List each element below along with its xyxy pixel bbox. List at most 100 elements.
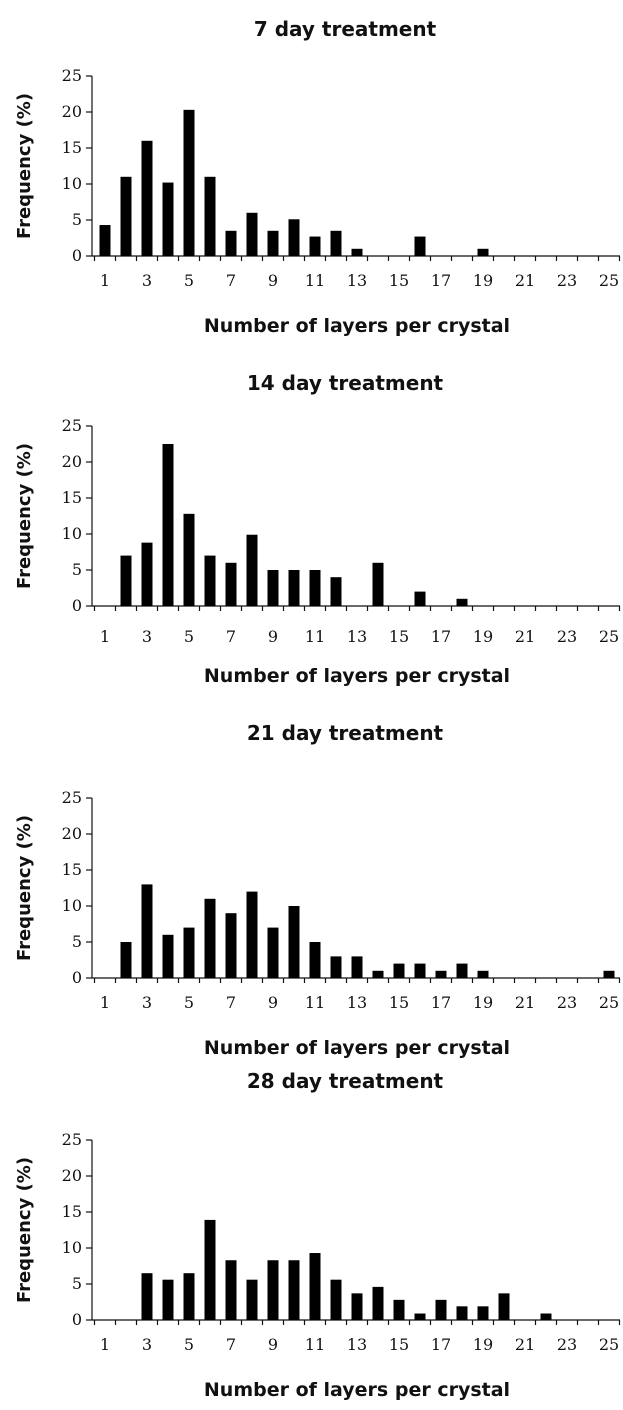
- bar-10: [288, 1260, 300, 1320]
- x-tick-label: 13: [347, 271, 367, 290]
- x-tick-label: 23: [557, 271, 577, 290]
- y-tick-label: 15: [62, 860, 82, 879]
- x-tick-label: 15: [389, 1335, 409, 1354]
- bar-8: [246, 1279, 258, 1320]
- x-tick-label: 9: [268, 1335, 278, 1354]
- x-tick-label: 7: [226, 1335, 236, 1354]
- bar-1: [99, 225, 111, 256]
- bar-5: [183, 927, 195, 978]
- y-tick-label: 10: [62, 524, 82, 543]
- bar-4: [162, 444, 174, 606]
- x-tick-label: 17: [431, 1335, 451, 1354]
- bar-18: [456, 598, 468, 606]
- bar-7: [225, 230, 237, 256]
- bar-13: [351, 956, 363, 978]
- y-tick-label: 0: [72, 968, 82, 987]
- x-tick-label: 19: [473, 1335, 493, 1354]
- x-tick-label: 15: [389, 271, 409, 290]
- bar-2: [120, 176, 132, 256]
- bar-13: [351, 1293, 363, 1320]
- bar-3: [141, 542, 153, 606]
- x-tick-label: 17: [431, 627, 451, 646]
- y-tick-label: 0: [72, 596, 82, 615]
- bar-12: [330, 956, 342, 978]
- bar-4: [162, 182, 174, 256]
- x-tick-label: 1: [100, 627, 110, 646]
- y-tick-label: 20: [62, 1166, 82, 1185]
- bar-11: [309, 570, 321, 606]
- x-tick-label: 25: [599, 1335, 619, 1354]
- bar-5: [183, 109, 195, 256]
- y-tick-label: 25: [62, 66, 82, 85]
- x-tick-label: 13: [347, 1335, 367, 1354]
- x-tick-label: 5: [184, 993, 194, 1012]
- x-axis-label: Number of layers per crystal: [204, 1379, 510, 1401]
- x-tick-label: 19: [473, 627, 493, 646]
- x-tick-label: 9: [268, 627, 278, 646]
- y-tick-label: 10: [62, 1238, 82, 1257]
- bar-16: [414, 1313, 426, 1320]
- x-tick-label: 7: [226, 993, 236, 1012]
- bar-8: [246, 212, 258, 256]
- bar-17: [435, 970, 447, 978]
- bar-8: [246, 534, 258, 606]
- bar-15: [393, 1299, 405, 1320]
- bar-10: [288, 570, 300, 606]
- x-axis-label: Number of layers per crystal: [204, 315, 510, 337]
- x-tick-label: 1: [100, 271, 110, 290]
- bar-25: [603, 970, 615, 978]
- bar-10: [288, 906, 300, 978]
- y-tick-label: 5: [72, 1274, 82, 1293]
- bar-3: [141, 884, 153, 978]
- bar-16: [414, 236, 426, 256]
- bar-7: [225, 562, 237, 606]
- y-tick-label: 15: [62, 488, 82, 507]
- x-tick-label: 11: [305, 993, 325, 1012]
- bar-12: [330, 230, 342, 256]
- bar-6: [204, 555, 216, 606]
- bar-19: [477, 970, 489, 978]
- bar-18: [456, 1306, 468, 1320]
- x-tick-label: 11: [305, 1335, 325, 1354]
- bar-11: [309, 236, 321, 256]
- bar-12: [330, 1279, 342, 1320]
- bar-18: [456, 963, 468, 978]
- bar-15: [393, 963, 405, 978]
- x-tick-label: 1: [100, 993, 110, 1012]
- x-tick-label: 3: [142, 271, 152, 290]
- x-tick-label: 21: [515, 993, 535, 1012]
- x-tick-label: 1: [100, 1335, 110, 1354]
- y-tick-label: 10: [62, 174, 82, 193]
- y-tick-label: 5: [72, 932, 82, 951]
- x-tick-label: 25: [599, 271, 619, 290]
- x-tick-label: 7: [226, 627, 236, 646]
- y-axis-label: Frequency (%): [14, 1157, 35, 1303]
- x-axis-label: Number of layers per crystal: [204, 1037, 510, 1059]
- x-tick-label: 3: [142, 993, 152, 1012]
- bar-6: [204, 898, 216, 978]
- bar-9: [267, 1260, 279, 1320]
- x-tick-label: 15: [389, 993, 409, 1012]
- x-tick-label: 19: [473, 271, 493, 290]
- x-tick-label: 15: [389, 627, 409, 646]
- bar-10: [288, 219, 300, 256]
- bar-14: [372, 562, 384, 606]
- bar-8: [246, 891, 258, 978]
- bar-7: [225, 913, 237, 978]
- bar-11: [309, 1253, 321, 1320]
- x-tick-label: 3: [142, 1335, 152, 1354]
- chart-title: 21 day treatment: [247, 721, 444, 745]
- y-tick-label: 20: [62, 452, 82, 471]
- bar-16: [414, 591, 426, 606]
- bar-6: [204, 176, 216, 256]
- y-tick-label: 5: [72, 210, 82, 229]
- x-tick-label: 25: [599, 993, 619, 1012]
- bar-7: [225, 1260, 237, 1320]
- bar-14: [372, 970, 384, 978]
- y-axis-label: Frequency (%): [14, 815, 35, 961]
- bar-4: [162, 1279, 174, 1320]
- y-tick-label: 15: [62, 1202, 82, 1221]
